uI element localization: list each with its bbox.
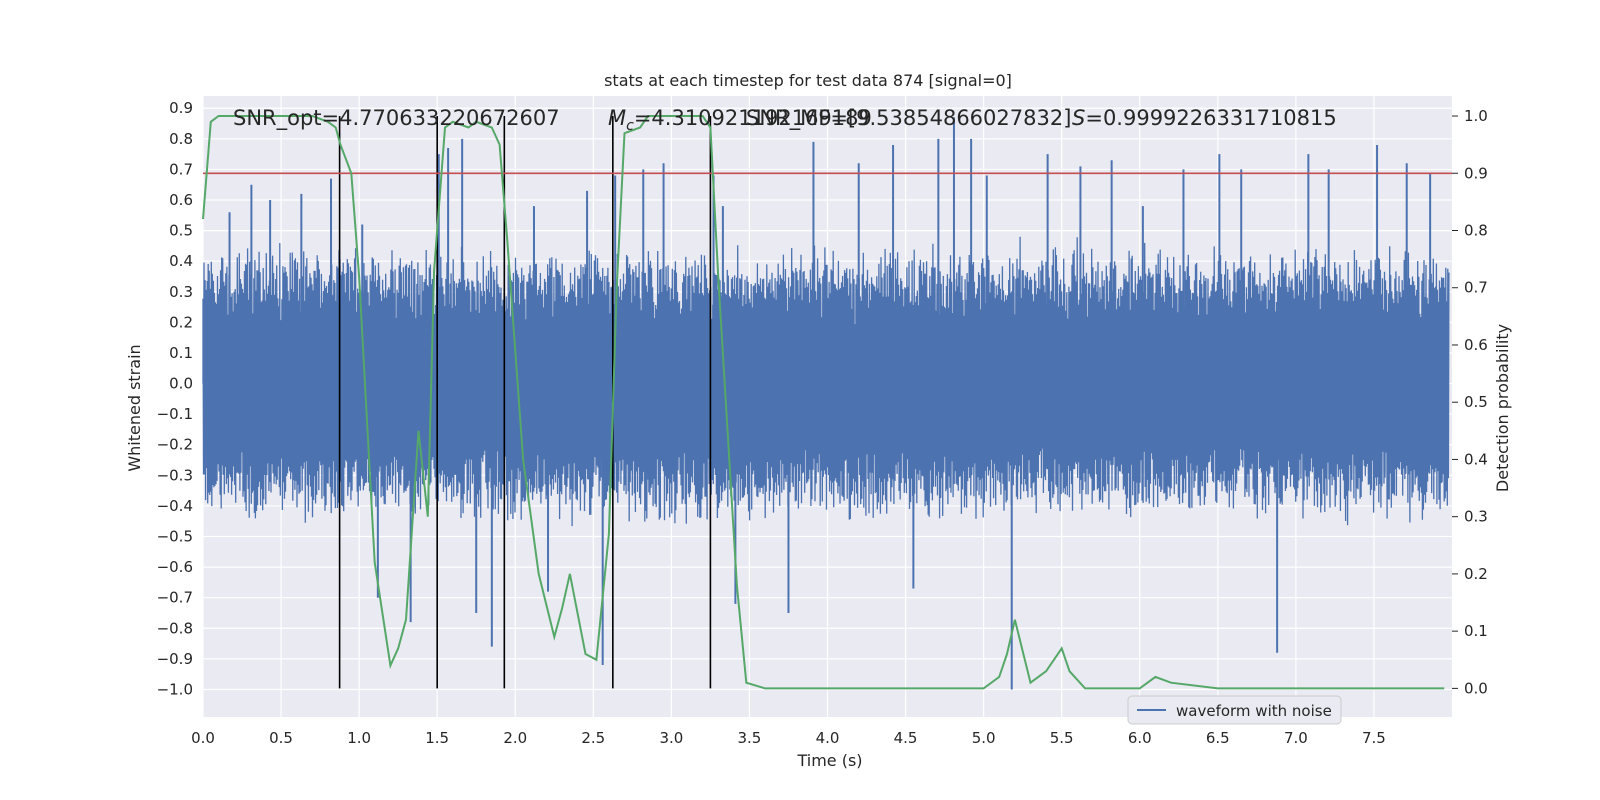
y-right-tick-label: 0.6: [1464, 336, 1488, 354]
y-left-tick-label: 0.3: [169, 283, 193, 301]
y-right-tick-label: 0.9: [1464, 164, 1488, 182]
y-left-tick-label: 0.8: [169, 130, 193, 148]
x-tick-label: 3.5: [738, 729, 762, 747]
chirp-mass-subscript: c: [626, 118, 634, 134]
overlap-value: =0.9999226331710815: [1085, 106, 1336, 130]
x-tick-label: 2.5: [581, 729, 605, 747]
y-left-tick-label: −0.9: [157, 650, 193, 668]
right-axis-ticks: 1.0 0.9 0.8 0.7 0.6 0.5 0.4 0.3 0.2 0.1 0.0: [1452, 107, 1488, 697]
y-left-tick-label: −0.5: [157, 528, 193, 546]
y-left-tick-label: 0.0: [169, 375, 193, 393]
y-right-tick-label: 0.8: [1464, 222, 1488, 240]
y-left-tick-label: −0.7: [157, 589, 193, 607]
x-tick-label: 4.5: [894, 729, 918, 747]
x-tick-label: 5.5: [1050, 729, 1074, 747]
y-left-tick-label: −0.4: [157, 497, 193, 515]
right-axis-label: Detection probability: [1493, 324, 1512, 492]
y-left-tick-label: 0.4: [169, 252, 193, 270]
legend-box: [1127, 695, 1342, 725]
x-tick-label: 3.0: [659, 729, 683, 747]
y-right-tick-label: 0.1: [1464, 622, 1488, 640]
x-tick-label: 1.0: [347, 729, 371, 747]
y-left-tick-label: 0.5: [169, 222, 193, 240]
y-left-tick-label: −0.2: [157, 436, 193, 454]
y-left-tick-label: 0.9: [169, 99, 193, 117]
y-left-tick-label: −1.0: [157, 680, 193, 698]
legend-label-waveform: waveform with noise: [1176, 702, 1332, 720]
y-left-tick-label: 0.6: [169, 191, 193, 209]
y-left-tick-label: 0.1: [169, 344, 193, 362]
vertical-markers: [338, 116, 712, 689]
x-axis-label: Time (s): [796, 751, 862, 770]
y-left-tick-label: 0.7: [169, 160, 193, 178]
chirp-mass-value: =4.310921192169189: [634, 106, 872, 130]
chirp-mass-symbol: M: [608, 106, 626, 130]
x-tick-label: 0.0: [191, 729, 215, 747]
y-left-tick-label: −0.1: [157, 405, 193, 423]
y-right-tick-label: 1.0: [1464, 107, 1488, 125]
x-tick-label: 4.0: [816, 729, 840, 747]
y-right-tick-label: 0.0: [1464, 679, 1488, 697]
left-axis-ticks: 0.9 0.8 0.7 0.6 0.5 0.4 0.3 0.2 0.1 0.0 −0.1 −0.2 −0…: [157, 99, 193, 698]
x-tick-label: 2.0: [503, 729, 527, 747]
x-tick-label: 6.0: [1128, 729, 1152, 747]
y-right-tick-label: 0.4: [1464, 450, 1488, 468]
annotation-chirp-mass: Mc=4.310921192169189: [608, 106, 872, 134]
x-tick-label: 6.5: [1206, 729, 1230, 747]
y-left-tick-label: 0.2: [169, 313, 193, 331]
y-left-tick-label: −0.3: [157, 466, 193, 484]
legend: waveform with noise: [1127, 695, 1342, 725]
y-right-tick-label: 0.3: [1464, 508, 1488, 526]
detection-probability-line: [202, 115, 1445, 690]
chart-title: stats at each timestep for test data 874…: [604, 71, 1012, 90]
y-right-tick-label: 0.7: [1464, 279, 1488, 297]
y-right-tick-label: 0.5: [1464, 393, 1488, 411]
x-tick-label: 0.5: [269, 729, 293, 747]
x-tick-label: 1.5: [425, 729, 449, 747]
left-axis-label: Whitened strain: [125, 344, 144, 471]
annotation-snr-opt: SNR_opt=4.770633220672607: [233, 106, 560, 131]
x-tick-label: 7.0: [1284, 729, 1308, 747]
y-left-tick-label: −0.6: [157, 558, 193, 576]
annotation-snr-mf: SNR_MF=[9.53854866027832]: [746, 106, 1071, 131]
x-tick-label: 5.0: [972, 729, 996, 747]
y-left-tick-label: −0.8: [157, 619, 193, 637]
y-right-tick-label: 0.2: [1464, 565, 1488, 583]
x-axis-ticks: 0.0 0.5 1.0 1.5 2.0 2.5 3.0 3.5 4.0 4.5 5.0 5.5 6.0 6…: [191, 729, 1386, 747]
annotation-overlap: S=0.9999226331710815: [1072, 106, 1337, 130]
x-tick-label: 7.5: [1362, 729, 1386, 747]
overlap-symbol: S: [1072, 106, 1085, 130]
